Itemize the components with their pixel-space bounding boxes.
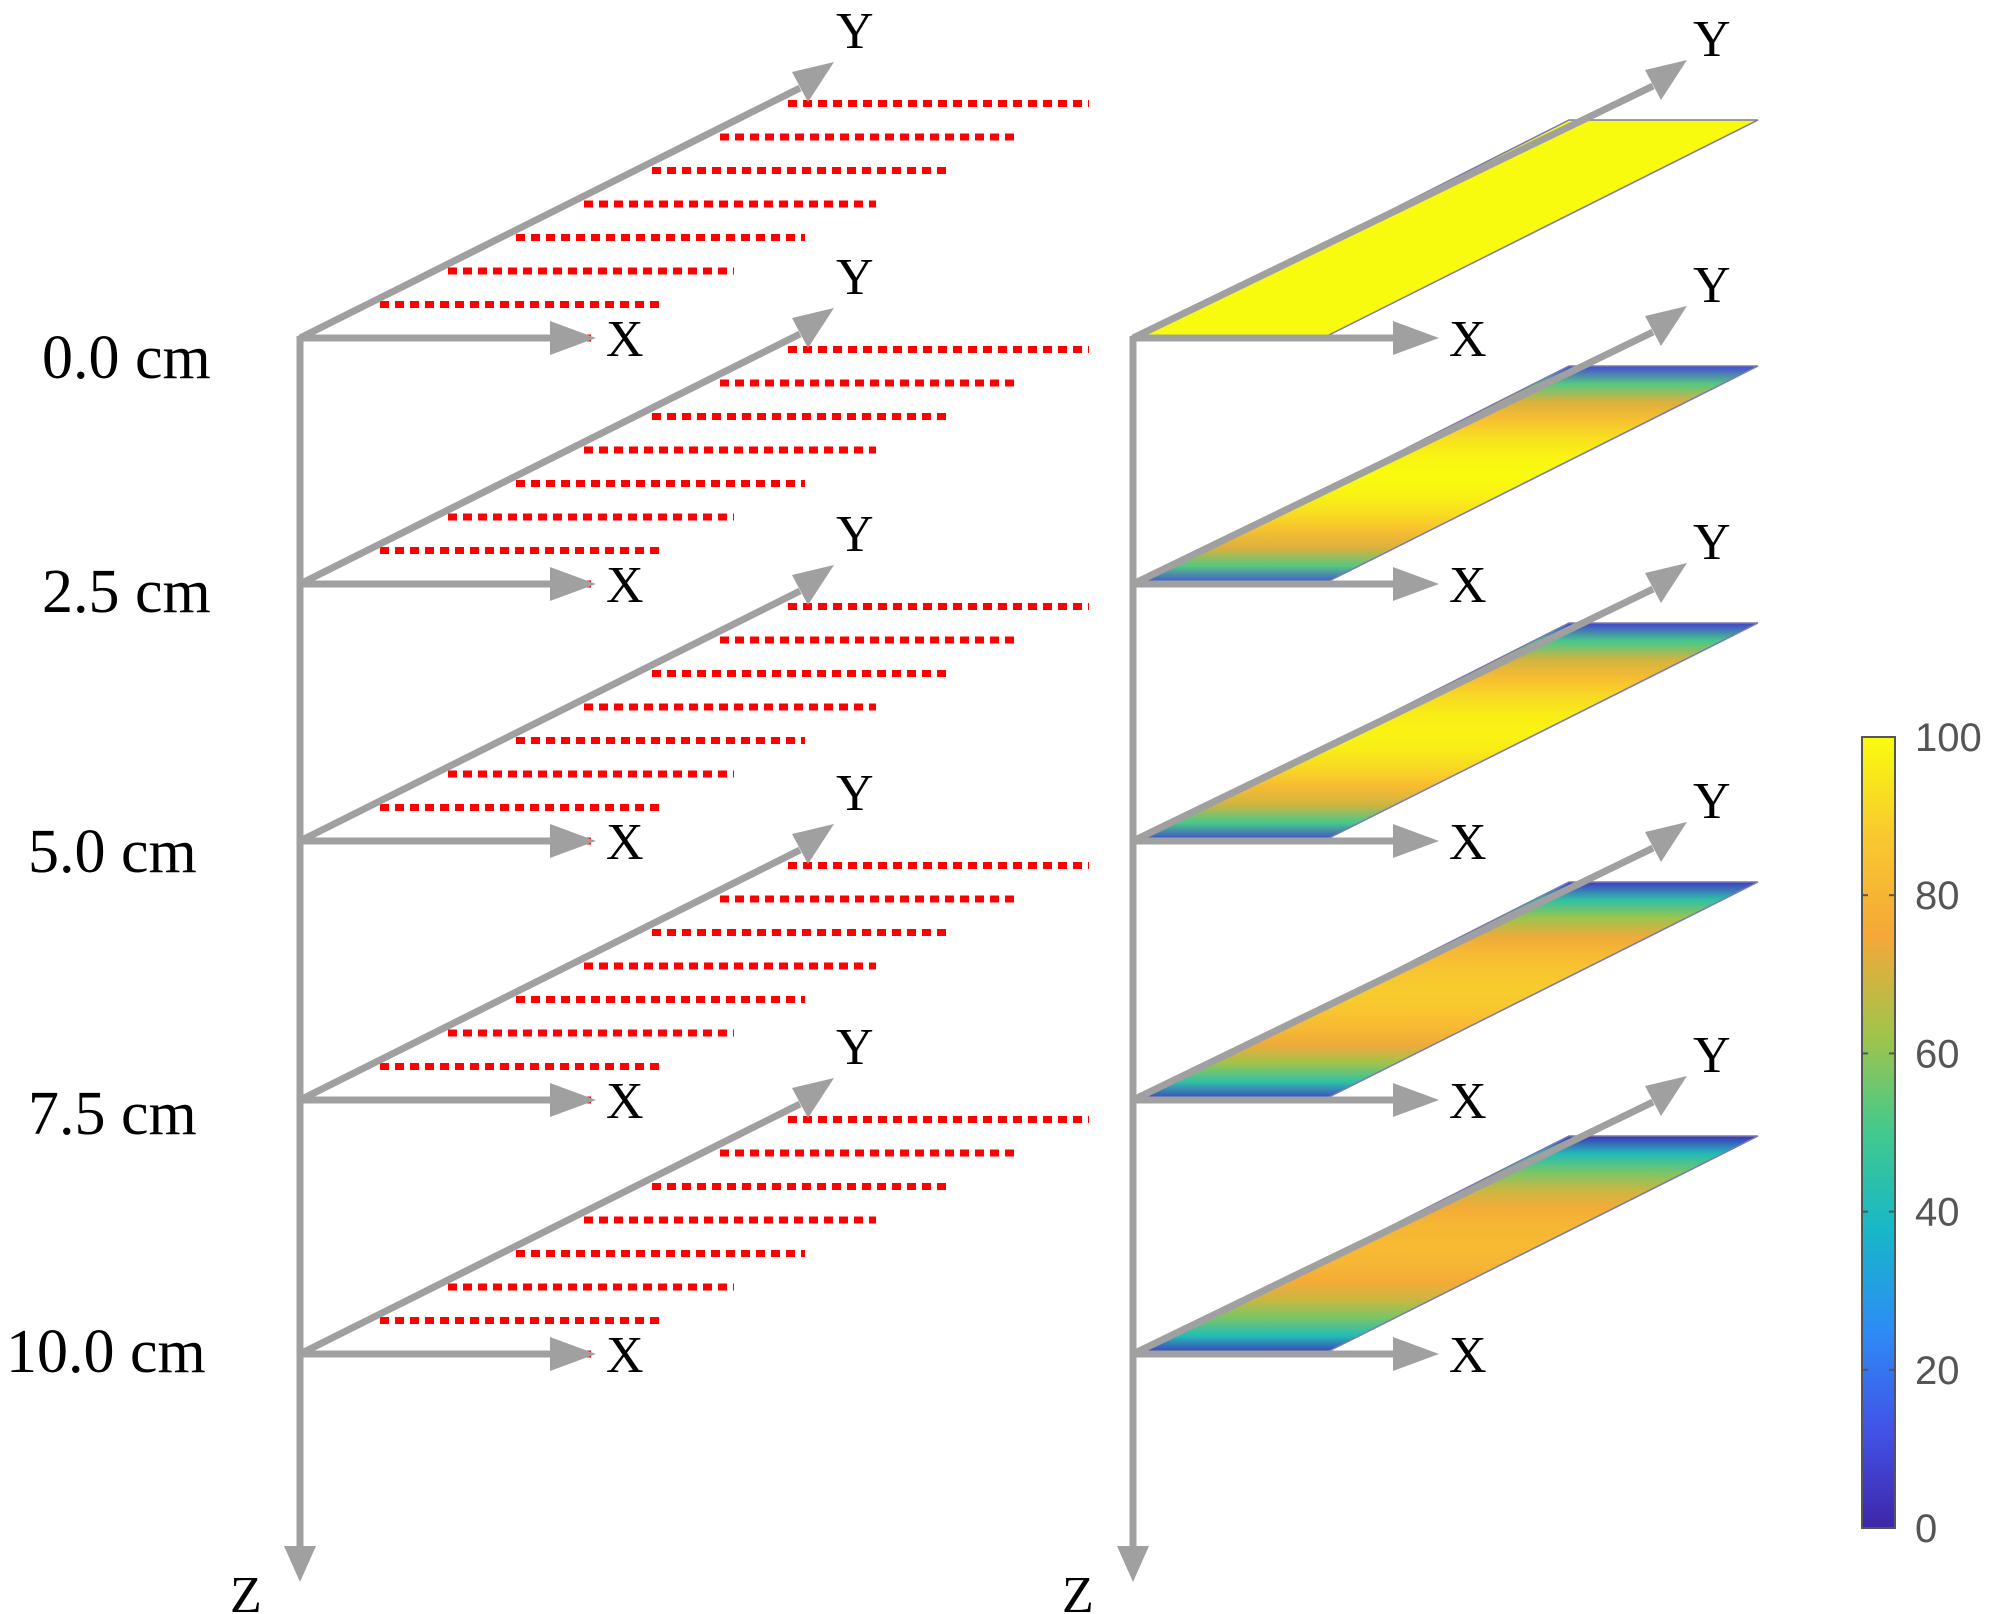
right-y-arrowhead <box>1645 60 1687 100</box>
left-y-arrowhead <box>792 1078 834 1118</box>
left-x-label: X <box>606 814 644 871</box>
left-layer-3: YX <box>298 765 1089 1130</box>
right-y-arrowhead <box>1645 822 1687 862</box>
colorbar-tick-label: 20 <box>1915 1349 1960 1393</box>
colorbar-tick-label: 0 <box>1915 1507 1937 1551</box>
left-y-arrowhead <box>792 565 834 605</box>
colorbar-tick-label: 40 <box>1915 1191 1960 1235</box>
right-layer-3: YX <box>1131 773 1759 1130</box>
right-x-arrowhead <box>1393 1337 1439 1371</box>
colorbar-tick-label: 60 <box>1915 1032 1960 1076</box>
right-y-arrowhead <box>1645 1076 1687 1116</box>
right-x-arrowhead <box>1393 567 1439 601</box>
right-y-axis <box>1131 328 1655 588</box>
right-z-axis: Z <box>1062 336 1149 1614</box>
left-y-axis <box>298 587 802 845</box>
depth-label-0: 0.0 cm <box>42 324 211 392</box>
colorbar-tick-label: 100 <box>1915 716 1982 760</box>
colorbar-tick-label: 80 <box>1915 874 1960 918</box>
left-x-arrowhead <box>550 567 596 601</box>
right-z-label: Z <box>1062 1567 1094 1614</box>
right-y-arrowhead <box>1645 563 1687 603</box>
right-y-axis <box>1131 844 1655 1104</box>
left-y-axis <box>298 84 802 342</box>
right-layer-1: YX <box>1131 257 1759 614</box>
right-x-label: X <box>1449 557 1487 614</box>
colorbar: 0 20 40 60 80 100 <box>1861 716 1982 1551</box>
right-x-label: X <box>1449 1327 1487 1384</box>
left-y-label: Y <box>836 765 874 822</box>
left-z-axis: Z <box>230 336 316 1614</box>
right-x-label: X <box>1449 311 1487 368</box>
left-layer-0: YX <box>298 3 1089 368</box>
left-y-arrowhead <box>792 308 834 348</box>
left-x-label: X <box>606 311 644 368</box>
left-x-arrowhead <box>550 1083 596 1117</box>
right-y-label: Y <box>1693 514 1731 571</box>
right-z-arrowhead <box>1117 1546 1149 1582</box>
left-y-label: Y <box>836 506 874 563</box>
right-layer-2: YX <box>1131 514 1759 871</box>
right-y-label: Y <box>1693 11 1731 68</box>
intensity-map <box>1137 622 1759 842</box>
left-x-arrowhead <box>550 321 596 355</box>
left-y-label: Y <box>836 249 874 306</box>
intensity-map <box>1137 881 1759 1101</box>
intensity-map <box>1137 119 1759 339</box>
left-layer-1: YX <box>298 249 1089 614</box>
left-y-label: Y <box>836 1019 874 1076</box>
left-y-axis <box>298 330 802 588</box>
colorbar-gradient <box>1861 736 1896 1529</box>
right-x-label: X <box>1449 814 1487 871</box>
intensity-map <box>1137 365 1759 585</box>
left-y-arrowhead <box>792 62 834 102</box>
intensity-map <box>1137 1135 1759 1355</box>
left-layer-4: YX <box>298 1019 1089 1384</box>
left-x-label: X <box>606 1327 644 1384</box>
depth-label-4: 10.0 cm <box>6 1318 206 1386</box>
left-y-arrowhead <box>792 824 834 864</box>
right-x-arrowhead <box>1393 321 1439 355</box>
left-z-label: Z <box>230 1567 262 1614</box>
right-y-label: Y <box>1693 257 1731 314</box>
right-y-axis <box>1131 585 1655 845</box>
left-x-arrowhead <box>550 1337 596 1371</box>
left-y-axis <box>298 846 802 1104</box>
left-x-label: X <box>606 1073 644 1130</box>
right-x-label: X <box>1449 1073 1487 1130</box>
left-layer-2: YX <box>298 506 1089 871</box>
left-x-arrowhead <box>550 824 596 858</box>
right-y-axis <box>1131 1098 1655 1358</box>
left-y-axis <box>298 1100 802 1358</box>
right-y-arrowhead <box>1645 306 1687 346</box>
left-z-arrowhead <box>284 1546 316 1582</box>
depth-labels: 0.0 cm 2.5 cm 5.0 cm 7.5 cm 10.0 cm <box>6 324 211 1386</box>
depth-label-3: 7.5 cm <box>28 1080 197 1148</box>
right-layer-0: YX <box>1131 11 1759 368</box>
right-x-arrowhead <box>1393 1083 1439 1117</box>
right-x-arrowhead <box>1393 824 1439 858</box>
depth-label-1: 2.5 cm <box>42 558 211 626</box>
depth-label-2: 5.0 cm <box>28 818 197 886</box>
right-y-label: Y <box>1693 1027 1731 1084</box>
left-y-label: Y <box>836 3 874 60</box>
left-x-label: X <box>606 557 644 614</box>
right-layer-4: YX <box>1131 1027 1759 1384</box>
right-y-axis <box>1131 82 1655 342</box>
right-y-label: Y <box>1693 773 1731 830</box>
